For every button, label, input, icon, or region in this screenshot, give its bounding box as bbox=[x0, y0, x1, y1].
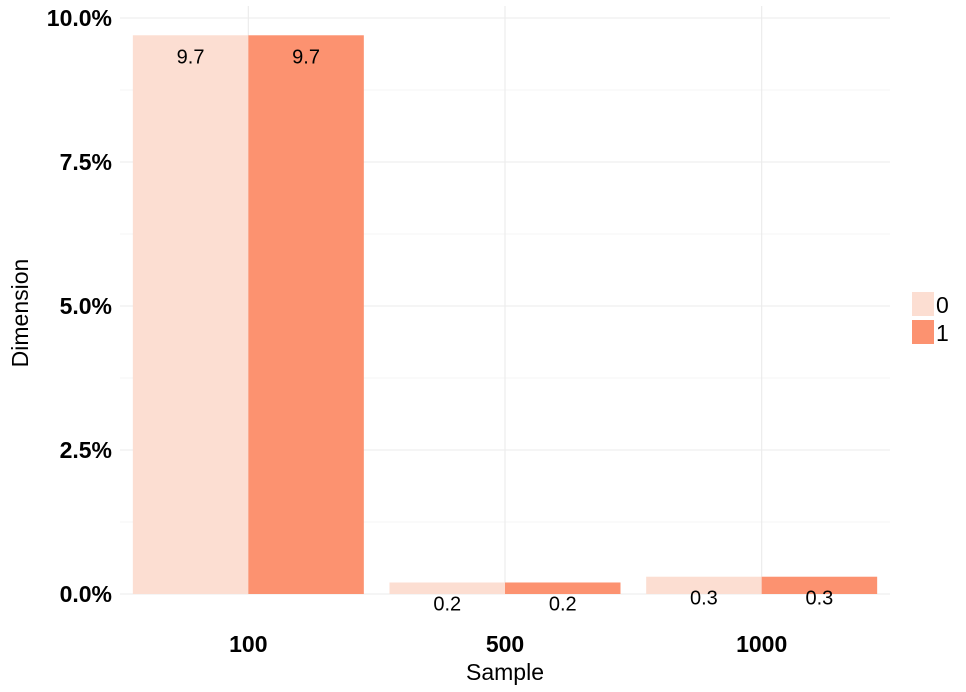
bar-value-label: 0.3 bbox=[806, 588, 834, 610]
x-axis: 100 500 1000 bbox=[229, 631, 787, 657]
bar-series-1-1000 bbox=[761, 576, 878, 594]
legend-label: 1 bbox=[936, 320, 949, 346]
x-axis-title: Sample bbox=[466, 659, 544, 685]
bar-value-label: 9.7 bbox=[177, 46, 205, 68]
legend: 01 bbox=[912, 292, 949, 346]
x-tick-label: 1000 bbox=[736, 631, 787, 657]
bar-series-0-500 bbox=[389, 582, 505, 594]
x-tick-label: 100 bbox=[229, 631, 267, 657]
legend-label: 0 bbox=[936, 292, 949, 318]
y-tick-label: 5.0% bbox=[60, 293, 112, 319]
bar-series-0-100 bbox=[132, 35, 249, 594]
bars bbox=[132, 35, 878, 594]
y-tick-label: 2.5% bbox=[60, 437, 112, 463]
y-axis: 0.0% 2.5% 5.0% 7.5% 10.0% bbox=[47, 5, 112, 607]
bar-series-1-100 bbox=[248, 35, 364, 594]
y-tick-label: 0.0% bbox=[60, 581, 112, 607]
legend-swatch-1 bbox=[912, 320, 934, 344]
legend-swatch-0 bbox=[912, 292, 934, 316]
bar-value-label: 0.2 bbox=[549, 593, 577, 615]
y-tick-label: 7.5% bbox=[60, 149, 112, 175]
bar-value-label: 0.3 bbox=[690, 588, 718, 610]
bar-value-label: 9.7 bbox=[292, 46, 320, 68]
x-tick-label: 500 bbox=[486, 631, 524, 657]
bar-labels: 9.7 0.2 0.3 9.7 0.2 0.3 bbox=[177, 46, 834, 615]
bar-value-label: 0.2 bbox=[433, 593, 461, 615]
bar-series-1-500 bbox=[505, 582, 621, 594]
y-tick-label: 10.0% bbox=[47, 5, 112, 31]
bar-series-0-1000 bbox=[646, 576, 762, 594]
y-axis-title: Dimension bbox=[7, 259, 33, 368]
